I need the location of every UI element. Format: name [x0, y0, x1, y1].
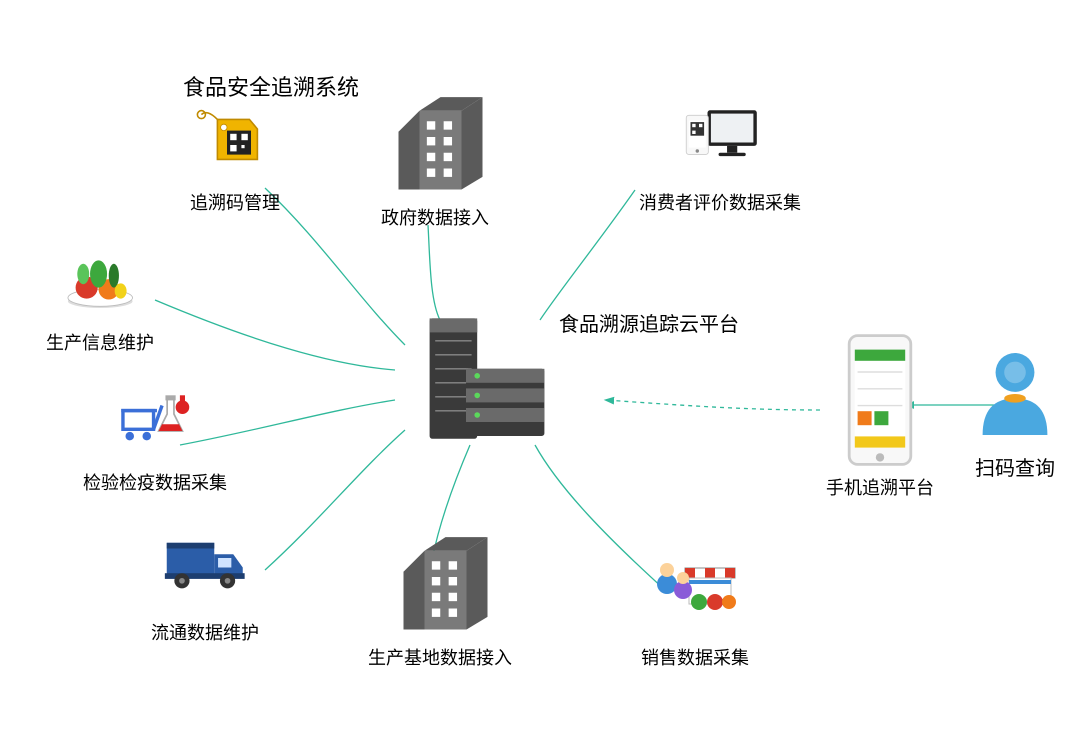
store-icon [605, 540, 785, 640]
node-label-base: 生产基地数据接入 [340, 644, 540, 670]
center-label: 食品溯源追踪云平台 [559, 308, 739, 337]
node-label-sales: 销售数据采集 [605, 644, 785, 670]
user-icon [960, 340, 1070, 448]
building-icon [340, 535, 540, 640]
node-base: 生产基地数据接入 [340, 535, 540, 670]
node-label-mobile: 手机追溯平台 [800, 474, 960, 500]
smartphone-icon [800, 330, 960, 470]
node-label-prodinfo: 生产信息维护 [20, 329, 180, 355]
node-logistics: 流通数据维护 [115, 520, 295, 645]
node-label-logistics: 流通数据维护 [115, 619, 295, 645]
node-consumer: 消费者评价数据采集 [605, 100, 835, 215]
node-sales: 销售数据采集 [605, 540, 785, 670]
desktop-phone-icon [605, 100, 835, 185]
node-tracecode: 追溯码管理 [165, 105, 305, 215]
building-icon [355, 95, 515, 200]
lab-cart-icon [55, 380, 255, 465]
node-prodinfo: 生产信息维护 [20, 240, 180, 355]
server-rack-icon [380, 310, 580, 450]
node-mobile: 手机追溯平台 [800, 330, 960, 500]
node-label-consumer: 消费者评价数据采集 [605, 189, 835, 215]
node-label-gov: 政府数据接入 [355, 204, 515, 230]
produce-icon [20, 240, 180, 325]
node-label-scan: 扫码查询 [960, 452, 1070, 481]
node-scan: 扫码查询 [960, 340, 1070, 481]
center-server [380, 310, 580, 450]
qr-tag-icon [165, 105, 305, 185]
truck-icon [115, 520, 295, 615]
node-gov: 政府数据接入 [355, 95, 515, 230]
node-label-inspection: 检验检疫数据采集 [55, 469, 255, 495]
node-label-tracecode: 追溯码管理 [165, 189, 305, 215]
diagram-title: 食品安全追溯系统 [183, 70, 359, 102]
diagram-canvas: { "type": "network", "background_color":… [0, 0, 1080, 745]
node-inspection: 检验检疫数据采集 [55, 380, 255, 495]
